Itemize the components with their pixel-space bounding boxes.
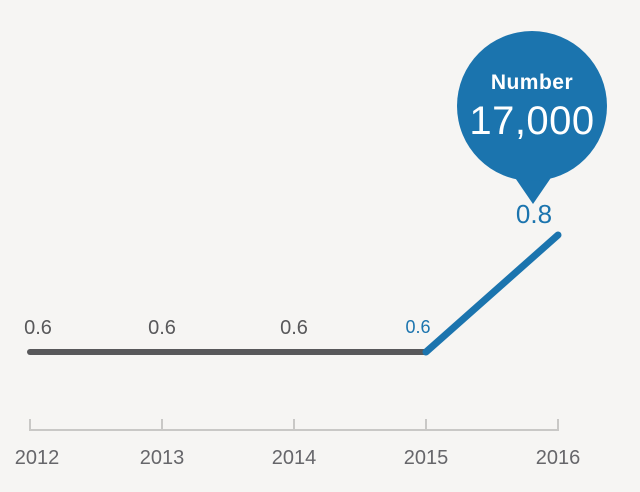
callout-bubble: Number 17,000 [457, 31, 607, 181]
callout-value: 17,000 [469, 99, 595, 143]
x-tick-label-2012: 2012 [14, 447, 60, 469]
point-label-2014: 0.6 [280, 317, 308, 339]
point-label-2013: 0.6 [148, 317, 176, 339]
series-increase [422, 231, 562, 356]
x-tick-label-2014: 2014 [271, 447, 317, 469]
point-label-2012: 0.6 [24, 317, 52, 339]
point-label-2016: 0.8 [515, 199, 553, 229]
x-tick-label-2015: 2015 [403, 447, 449, 469]
x-tick-label-2013: 2013 [139, 447, 185, 469]
point-label-2015: 0.6 [405, 317, 431, 337]
x-tick-label-2016: 2016 [535, 447, 581, 469]
callout-label: Number [490, 71, 574, 94]
